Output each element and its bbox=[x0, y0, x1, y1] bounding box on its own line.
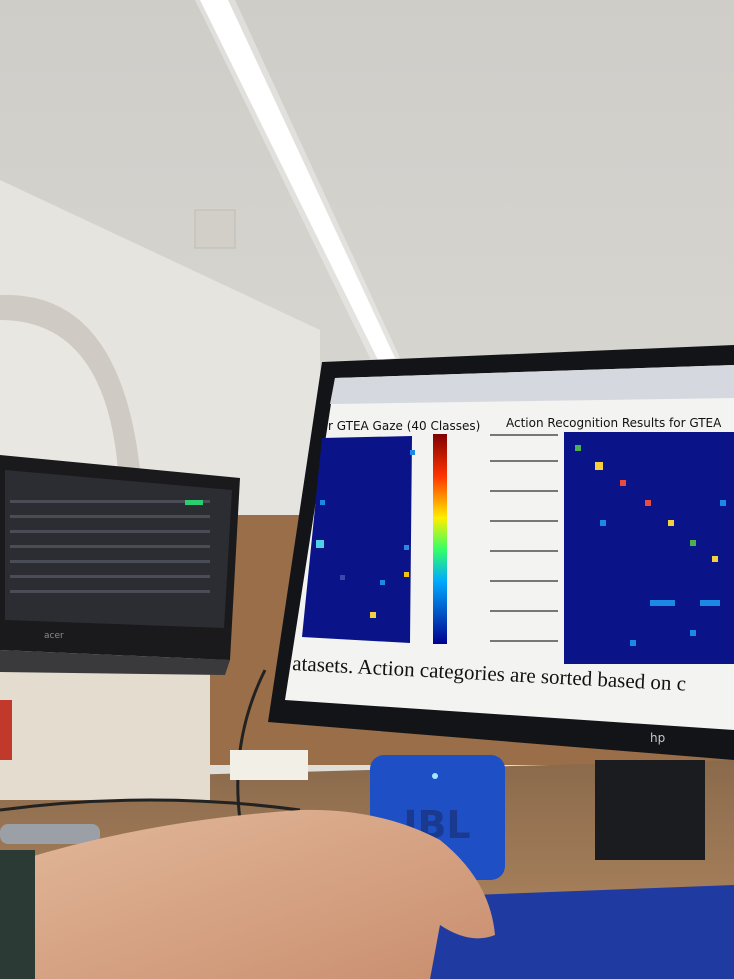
laptop-brand: acer bbox=[44, 631, 64, 641]
colorbar bbox=[433, 434, 447, 644]
sleeve bbox=[0, 850, 35, 979]
left-heatmap-cells bbox=[316, 450, 415, 618]
laptop-rows bbox=[10, 500, 210, 593]
cable bbox=[0, 798, 301, 812]
cable bbox=[236, 669, 267, 821]
hand bbox=[20, 809, 495, 979]
speaker-led bbox=[432, 773, 438, 779]
small-box bbox=[230, 750, 308, 780]
browser-bar bbox=[330, 365, 734, 404]
label-lines bbox=[490, 434, 558, 642]
laptop-base bbox=[0, 650, 230, 675]
right-heatmap-diagonal bbox=[575, 445, 718, 562]
ceiling-vent bbox=[194, 209, 236, 249]
laptop-button bbox=[185, 500, 203, 505]
right-title: Action Recognition Results for GTEA bbox=[506, 416, 722, 430]
monitor-stand bbox=[595, 760, 705, 860]
box bbox=[0, 670, 210, 800]
right-heatmap-noise bbox=[600, 500, 726, 646]
left-title: r GTEA Gaze (40 Classes) bbox=[328, 419, 480, 433]
ceiling-light bbox=[200, 0, 395, 360]
laptop-screen bbox=[5, 470, 232, 628]
arch-inner bbox=[0, 320, 118, 470]
right-heatmap bbox=[564, 432, 734, 664]
light-glow bbox=[195, 0, 400, 362]
monitor-brand: hp bbox=[650, 731, 665, 745]
left-heatmap bbox=[302, 436, 412, 643]
red-cup bbox=[0, 700, 12, 760]
pen bbox=[0, 824, 100, 844]
